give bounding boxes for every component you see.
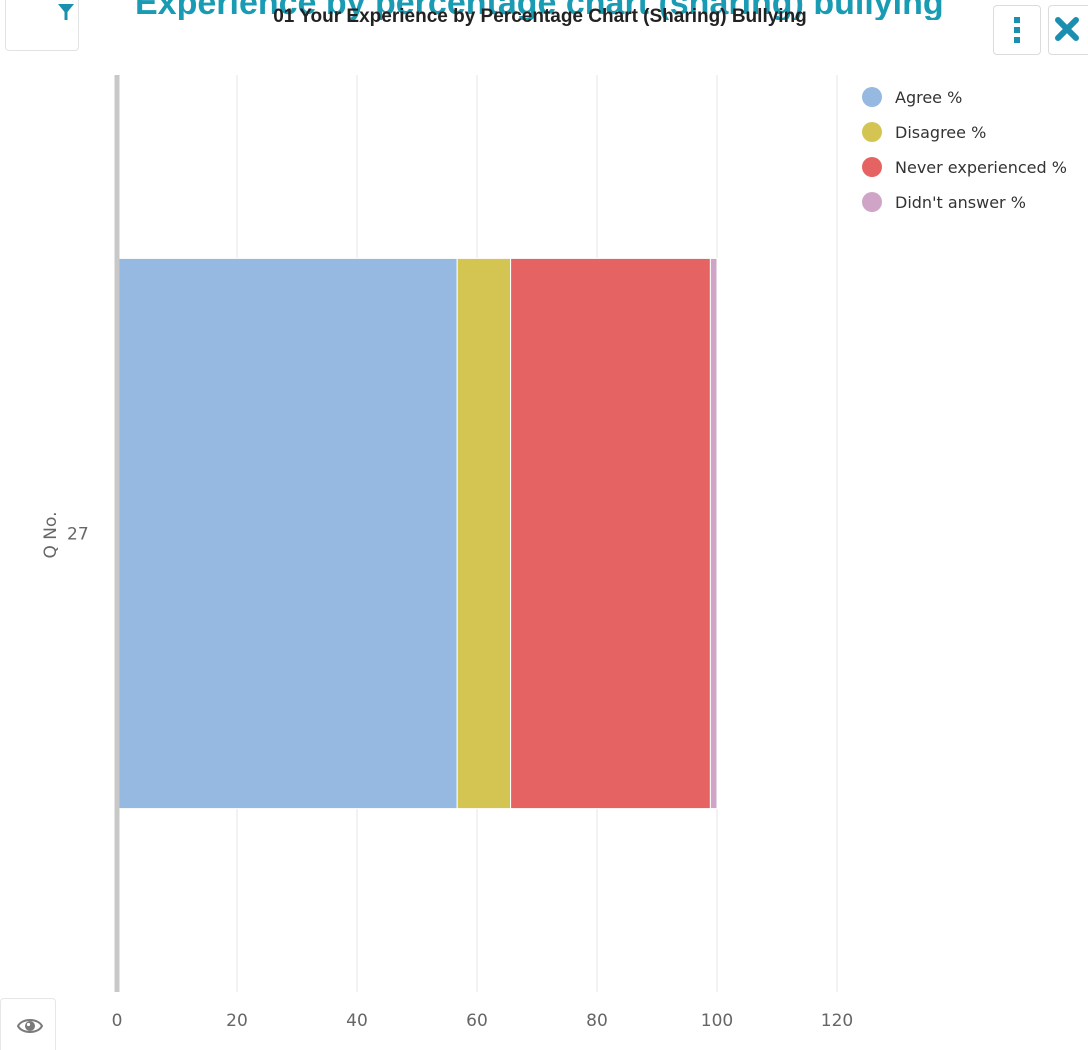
filter-icon — [58, 4, 74, 20]
x-axis-ticks: 0 20 40 60 80 100 120 — [112, 1011, 854, 1031]
legend-item[interactable]: Didn't answer % — [862, 192, 1026, 212]
x-tick-label: 40 — [346, 1011, 368, 1031]
bar-segment[interactable] — [116, 257, 458, 810]
dashboard-title: Experience by percentage chart (sharing)… — [135, 0, 944, 20]
legend-item[interactable]: Disagree % — [862, 122, 986, 142]
chart-title: 01 Your Experience by Percentage Chart (… — [273, 6, 807, 27]
legend-label: Never experienced % — [895, 158, 1067, 177]
x-tick-label: 80 — [586, 1011, 608, 1031]
x-tick-label: 100 — [701, 1011, 733, 1031]
bar-group — [116, 257, 718, 810]
x-tick-label: 60 — [466, 1011, 488, 1031]
legend-label: Agree % — [895, 88, 962, 107]
filter-button[interactable] — [5, 0, 79, 51]
y-axis-title: Q No. — [41, 511, 61, 558]
vertical-dots-icon — [1014, 17, 1020, 43]
bar-segment[interactable] — [709, 257, 718, 810]
legend-label: Didn't answer % — [895, 193, 1026, 212]
x-tick-label: 20 — [226, 1011, 248, 1031]
legend-marker — [862, 122, 882, 142]
legend-marker — [862, 192, 882, 212]
legend-marker — [862, 87, 882, 107]
x-tick-label: 0 — [112, 1011, 123, 1031]
more-options-button[interactable] — [993, 5, 1041, 55]
close-button[interactable] — [1048, 5, 1088, 55]
x-tick-label: 120 — [821, 1011, 853, 1031]
legend-label: Disagree % — [895, 123, 986, 142]
eye-icon — [17, 1019, 43, 1033]
visibility-toggle-button[interactable] — [0, 998, 56, 1050]
legend: Agree % Disagree % Never experienced % Didn… — [862, 87, 1067, 212]
bar-segment[interactable] — [456, 257, 512, 810]
legend-item[interactable]: Never experienced % — [862, 157, 1067, 177]
y-tick-label: 27 — [67, 525, 89, 545]
bar-segment[interactable] — [510, 257, 711, 810]
y-axis-ticks: 27 — [67, 525, 89, 545]
legend-item[interactable]: Agree % — [862, 87, 962, 107]
legend-marker — [862, 157, 882, 177]
close-icon — [1055, 17, 1079, 41]
